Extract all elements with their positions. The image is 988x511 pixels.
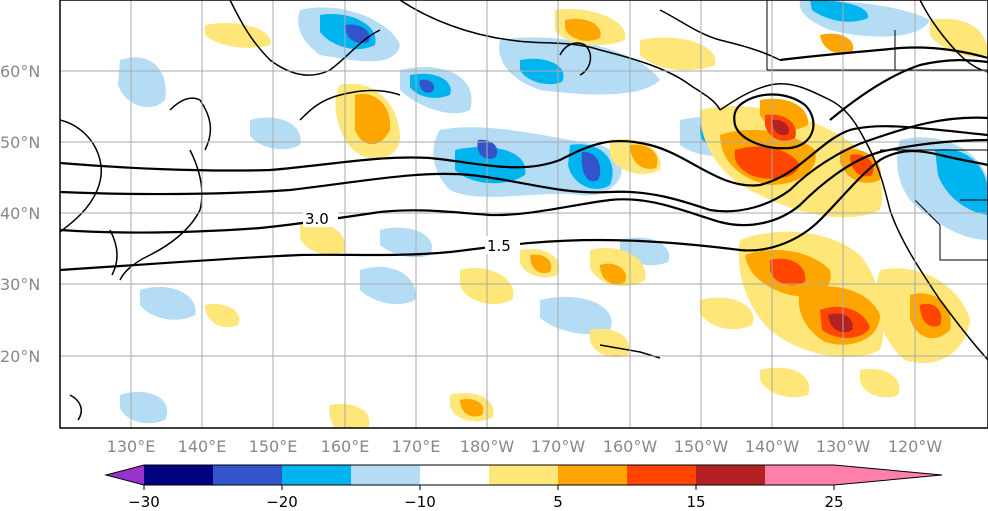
contour-3	[60, 138, 988, 234]
anomaly-patch	[700, 297, 754, 330]
anomaly-patch	[345, 24, 370, 44]
colorbar-segment	[696, 465, 765, 485]
lon-label: 150°E	[249, 437, 298, 456]
colorbar-segment	[627, 465, 696, 485]
lat-label: 40°N	[0, 204, 40, 223]
colorbar-tick-label: −10	[404, 493, 436, 511]
anomaly-patch	[205, 303, 240, 328]
lon-label: 130°E	[107, 437, 156, 456]
lon-label: 140°E	[178, 437, 227, 456]
anomaly-patch	[460, 399, 484, 417]
anomaly-patch	[360, 266, 416, 305]
colorbar-segment	[420, 465, 489, 485]
contour-2	[60, 116, 988, 213]
anomaly-patch	[920, 303, 942, 327]
colorbar-tick-label: 5	[553, 493, 563, 511]
contour-4	[60, 149, 988, 272]
contour-label-bg	[485, 236, 520, 254]
anomaly-patch	[770, 258, 806, 286]
lat-label: 50°N	[0, 133, 40, 152]
map-frame	[59, 0, 988, 429]
lon-label: 130°W	[816, 437, 871, 456]
anomaly-patch	[734, 146, 800, 179]
colorbar-ticks	[143, 485, 835, 490]
contour-lines	[60, 46, 988, 272]
anomaly-patch	[140, 286, 196, 320]
lon-label: 120°W	[888, 437, 943, 456]
colorbar-segment	[558, 465, 627, 485]
colorbar-segment	[213, 465, 282, 485]
anomaly-patch	[530, 254, 552, 274]
anomaly-field: 3.0 1.5	[60, 0, 988, 428]
anomaly-patch	[355, 94, 391, 145]
contour-label-3.0: 3.0	[305, 210, 329, 228]
contour-label-1.5: 1.5	[487, 237, 511, 255]
lat-labels: 60°N 50°N 40°N 30°N 20°N	[0, 62, 40, 366]
colorbar-right-extension	[834, 465, 942, 485]
contour-1	[60, 125, 988, 187]
anomaly-patch	[828, 313, 853, 333]
anomaly-patch	[600, 263, 626, 285]
colorbar-segment	[282, 465, 351, 485]
lon-label: 160°E	[321, 437, 370, 456]
lon-label: 170°W	[531, 437, 586, 456]
contour-5	[779, 46, 988, 62]
anomaly-patch	[565, 18, 601, 41]
colorbar-tick-label: 15	[686, 493, 705, 511]
lon-label: 150°W	[674, 437, 729, 456]
lon-label: 140°W	[745, 437, 800, 456]
anomaly-patch	[581, 151, 601, 182]
anomaly-patch	[118, 57, 166, 108]
anomaly-patch	[630, 144, 658, 169]
contour-closed	[733, 93, 815, 150]
anomaly-patch	[810, 0, 869, 22]
colorbar-left-extension	[106, 465, 144, 485]
anomaly-patch	[419, 79, 435, 93]
lat-label: 30°N	[0, 275, 40, 294]
lat-label: 60°N	[0, 62, 40, 81]
colorbar-segment	[489, 465, 558, 485]
anomaly-patch	[860, 368, 900, 398]
anomaly-patch	[930, 18, 988, 58]
anomaly-patch	[250, 117, 301, 150]
anomaly-patch	[300, 223, 346, 255]
lat-label: 20°N	[0, 347, 40, 366]
colorbar-tick-label: −30	[128, 493, 160, 511]
lon-label: 170°E	[392, 437, 441, 456]
colorbar-segment	[351, 465, 420, 485]
colorbar: −30 −20 −10 5 15 25	[104, 464, 943, 511]
anomaly-patch	[120, 391, 168, 424]
gridlines	[60, 0, 988, 428]
contour-6	[829, 59, 988, 121]
colorbar-tick-label: −20	[266, 493, 298, 511]
lon-labels: 130°E 140°E 150°E 160°E 170°E 180°W 170°…	[107, 437, 943, 456]
anomaly-patch	[820, 33, 854, 55]
colorbar-segment	[144, 465, 213, 485]
anomaly-patch	[380, 227, 432, 258]
colorbar-tick-label: 25	[824, 493, 843, 511]
anomaly-patch	[640, 37, 716, 71]
anomaly-patch	[590, 328, 630, 358]
colorbar-segment	[765, 465, 834, 485]
anomaly-patch	[329, 403, 370, 428]
lon-label: 180°W	[460, 437, 515, 456]
lon-label: 160°W	[603, 437, 658, 456]
anomaly-patch	[772, 119, 789, 136]
contour-label-bg	[303, 209, 338, 227]
anomaly-patch	[935, 149, 988, 215]
